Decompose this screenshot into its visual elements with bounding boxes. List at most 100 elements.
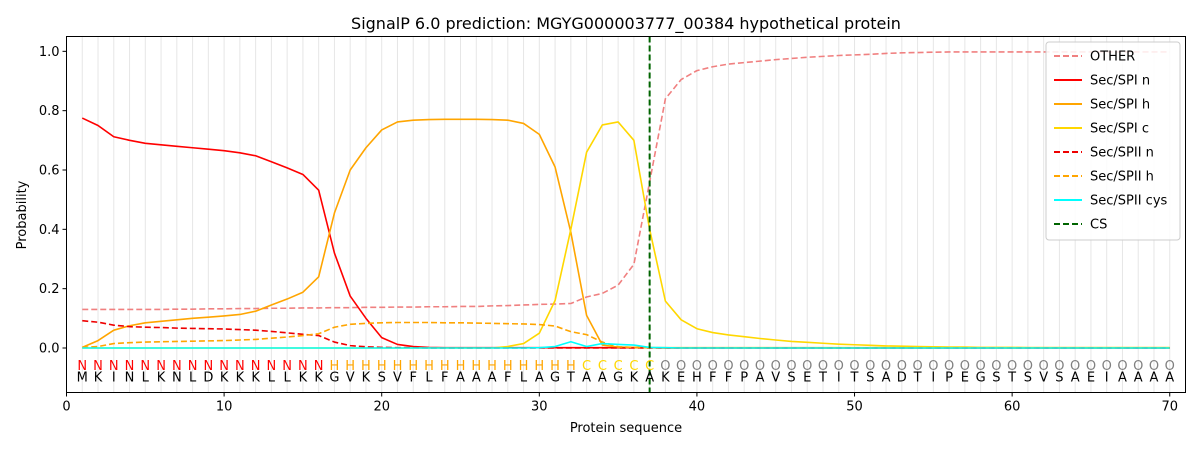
residue-label: A xyxy=(488,371,497,386)
residue-label: T xyxy=(1007,371,1016,386)
residue-label: K xyxy=(236,371,245,386)
residue-label: F xyxy=(504,371,511,386)
region-label: C xyxy=(614,359,623,374)
residue-label: L xyxy=(520,371,528,386)
region-label: N xyxy=(140,359,150,374)
x-tick-label: 40 xyxy=(689,400,706,415)
region-label: H xyxy=(393,359,403,374)
residue-label: M xyxy=(77,371,88,386)
residue-label: I xyxy=(837,371,841,386)
region-label: N xyxy=(77,359,87,374)
region-label: H xyxy=(345,359,355,374)
region-label: H xyxy=(456,359,466,374)
residue-label: A xyxy=(1150,371,1159,386)
residue-label: N xyxy=(172,371,182,386)
region-label: O xyxy=(818,359,828,374)
residue-label: D xyxy=(897,371,907,386)
region-label: C xyxy=(629,359,638,374)
residue-label: G xyxy=(613,371,623,386)
region-label: O xyxy=(897,359,907,374)
region-label: O xyxy=(676,359,686,374)
residue-label: G xyxy=(976,371,986,386)
residue-label: V xyxy=(771,371,780,386)
region-label: O xyxy=(865,359,875,374)
legend: OTHER Sec/SPI n Sec/SPI h Sec/SPI c Sec/SPII… xyxy=(1045,41,1181,241)
residue-label: L xyxy=(142,371,150,386)
y-tick-label: 0.8 xyxy=(39,104,60,119)
residue-label: A xyxy=(1134,371,1143,386)
residue-label: K xyxy=(362,371,371,386)
residue-label: N xyxy=(125,371,135,386)
region-label: O xyxy=(881,359,891,374)
y-tick-label: 0.6 xyxy=(39,164,60,179)
residue-label: K xyxy=(314,371,323,386)
residue-label: A xyxy=(456,371,465,386)
region-label: O xyxy=(660,359,670,374)
legend-entry: Sec/SPI n xyxy=(1090,74,1150,89)
residue-label: K xyxy=(299,371,308,386)
residue-label: G xyxy=(329,371,339,386)
region-label: H xyxy=(330,359,340,374)
region-label: N xyxy=(267,359,277,374)
legend-entry: Sec/SPI h xyxy=(1090,98,1150,113)
residue-label: L xyxy=(268,371,276,386)
region-label: O xyxy=(834,359,844,374)
region-label: O xyxy=(1165,359,1175,374)
x-tick-label: 10 xyxy=(216,400,233,415)
region-label: O xyxy=(1007,359,1017,374)
region-label: N xyxy=(172,359,182,374)
y-axis-title: Probability xyxy=(15,180,30,249)
residue-label: A xyxy=(1165,371,1174,386)
region-label: O xyxy=(912,359,922,374)
residue-label: P xyxy=(945,371,953,386)
y-tick-label: 0.4 xyxy=(39,223,60,238)
region-label: N xyxy=(282,359,292,374)
residue-label: K xyxy=(157,371,166,386)
region-label: N xyxy=(251,359,261,374)
region-label: H xyxy=(566,359,576,374)
y-tick-label: 0.0 xyxy=(39,342,60,357)
region-label: H xyxy=(408,359,418,374)
residue-label: E xyxy=(1087,371,1095,386)
residue-label: S xyxy=(866,371,874,386)
residue-label: E xyxy=(803,371,811,386)
residue-label: F xyxy=(709,371,716,386)
region-label: O xyxy=(771,359,781,374)
series-other-line xyxy=(82,51,1170,311)
residue-label: I xyxy=(112,371,116,386)
residue-label: I xyxy=(1105,371,1109,386)
residue-label: L xyxy=(425,371,433,386)
residue-label: V xyxy=(393,371,402,386)
residue-label: A xyxy=(645,371,654,386)
residue-label: S xyxy=(1024,371,1032,386)
residue-label: A xyxy=(598,371,607,386)
residue-label: K xyxy=(661,371,670,386)
region-label: O xyxy=(1054,359,1064,374)
residue-label: A xyxy=(472,371,481,386)
region-label: N xyxy=(235,359,245,374)
x-tick-label: 30 xyxy=(531,400,548,415)
region-label: O xyxy=(739,359,749,374)
residue-label: A xyxy=(756,371,765,386)
x-tick-label: 50 xyxy=(846,400,863,415)
residue-label: T xyxy=(566,371,575,386)
residue-label: A xyxy=(1118,371,1127,386)
legend-entry: Sec/SPII n xyxy=(1090,146,1154,161)
residue-label: A xyxy=(882,371,891,386)
residue-label: K xyxy=(630,371,639,386)
residue-label: F xyxy=(725,371,732,386)
region-label: N xyxy=(188,359,198,374)
region-label: O xyxy=(944,359,954,374)
region-label: O xyxy=(1070,359,1080,374)
residue-label: D xyxy=(203,371,213,386)
region-label: C xyxy=(645,359,654,374)
legend-box xyxy=(1045,41,1181,241)
residue-label: S xyxy=(992,371,1000,386)
residue-label: H xyxy=(692,371,702,386)
region-label: C xyxy=(598,359,607,374)
residue-label: I xyxy=(931,371,935,386)
x-axis-title: Protein sequence xyxy=(570,421,682,436)
region-label: O xyxy=(1023,359,1033,374)
region-label: O xyxy=(692,359,702,374)
grid-layer xyxy=(81,36,1171,393)
